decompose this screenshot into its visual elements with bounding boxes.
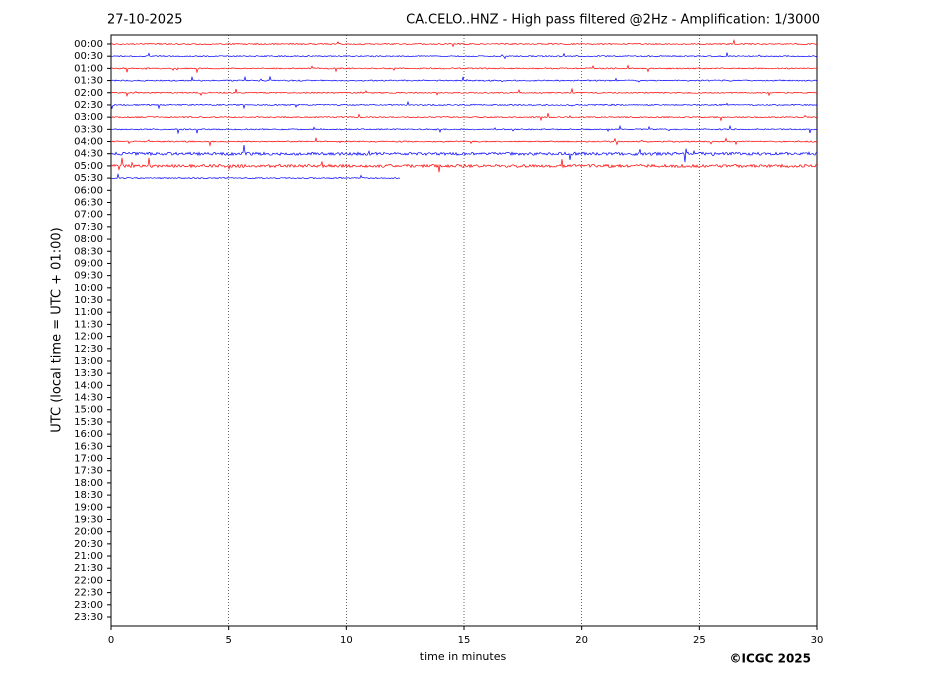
trace bbox=[110, 136, 818, 147]
y-tick-label: 12:00 bbox=[74, 332, 103, 343]
y-tick-label: 22:00 bbox=[74, 575, 103, 586]
y-tick-label: 07:30 bbox=[74, 222, 103, 233]
y-tick-label: 18:00 bbox=[74, 478, 103, 489]
y-tick-label: 21:00 bbox=[74, 551, 103, 562]
y-tick-label: 21:30 bbox=[74, 563, 103, 574]
y-tick-label: 00:00 bbox=[74, 39, 103, 50]
y-tick-label: 05:00 bbox=[74, 161, 103, 172]
x-tick-label: 10 bbox=[340, 635, 353, 646]
y-tick-label: 19:00 bbox=[74, 502, 103, 513]
y-tick-label: 10:30 bbox=[74, 295, 103, 306]
y-tick-label: 11:30 bbox=[74, 319, 103, 330]
trace bbox=[110, 75, 818, 83]
trace bbox=[110, 172, 401, 180]
y-tick-label: 16:30 bbox=[74, 441, 103, 452]
y-axis-label: UTC (local time = UTC + 01:00) bbox=[50, 227, 65, 432]
y-tick-label: 01:30 bbox=[74, 76, 103, 87]
y-tick-label: 02:00 bbox=[74, 88, 103, 99]
y-tick-label: 08:30 bbox=[74, 246, 103, 257]
plot-frame bbox=[110, 34, 818, 627]
y-tick-label: 08:00 bbox=[74, 234, 103, 245]
y-tick-label: 05:30 bbox=[74, 173, 103, 184]
y-tick-label: 22:30 bbox=[74, 588, 103, 599]
date: 27-10-2025 bbox=[107, 13, 183, 28]
trace bbox=[110, 157, 818, 173]
y-tick-label: 13:30 bbox=[74, 368, 103, 379]
chart-title: CA.CELO..HNZ - High pass filtered @2Hz -… bbox=[406, 13, 820, 28]
y-tick-label: 00:30 bbox=[74, 51, 103, 62]
y-tick-label: 03:30 bbox=[74, 124, 103, 135]
y-tick-label: 13:00 bbox=[74, 356, 103, 367]
y-tick-label: 09:30 bbox=[74, 271, 103, 282]
x-tick-label: 0 bbox=[108, 635, 114, 646]
trace bbox=[110, 38, 818, 48]
y-tick-label: 14:30 bbox=[74, 393, 103, 404]
credit: ©ICGC 2025 bbox=[729, 652, 811, 666]
y-tick-label: 10:00 bbox=[74, 283, 103, 294]
y-tick-label: 03:00 bbox=[74, 112, 103, 123]
y-tick-label: 20:00 bbox=[74, 527, 103, 538]
y-tick-label: 23:00 bbox=[74, 600, 103, 611]
x-tick-label: 30 bbox=[811, 635, 824, 646]
trace bbox=[110, 64, 818, 74]
y-tick-label: 06:30 bbox=[74, 197, 103, 208]
y-tick-label: 16:00 bbox=[74, 429, 103, 440]
x-tick-label: 20 bbox=[575, 635, 588, 646]
x-tick-label: 25 bbox=[693, 635, 706, 646]
y-tick-label: 12:30 bbox=[74, 344, 103, 355]
trace bbox=[110, 124, 818, 135]
y-tick-label: 17:30 bbox=[74, 466, 103, 477]
y-tick-label: 20:30 bbox=[74, 539, 103, 550]
y-tick-label: 15:30 bbox=[74, 417, 103, 428]
y-tick-label: 04:30 bbox=[74, 149, 103, 160]
trace bbox=[110, 52, 818, 60]
y-tick-label: 23:30 bbox=[74, 612, 103, 623]
x-axis-label: time in minutes bbox=[420, 650, 507, 663]
y-tick-label: 07:00 bbox=[74, 210, 103, 221]
trace bbox=[110, 113, 818, 122]
y-tick-label: 04:00 bbox=[74, 137, 103, 148]
y-tick-label: 18:30 bbox=[74, 490, 103, 501]
trace bbox=[110, 100, 818, 110]
y-tick-label: 15:00 bbox=[74, 405, 103, 416]
y-tick-label: 09:00 bbox=[74, 258, 103, 269]
y-tick-label: 02:30 bbox=[74, 100, 103, 111]
trace bbox=[110, 87, 818, 98]
x-tick-label: 5 bbox=[225, 635, 231, 646]
trace bbox=[110, 144, 818, 163]
y-tick-label: 14:00 bbox=[74, 380, 103, 391]
y-tick-label: 06:00 bbox=[74, 185, 103, 196]
y-tick-label: 17:00 bbox=[74, 454, 103, 465]
x-tick-label: 15 bbox=[458, 635, 471, 646]
y-tick-label: 19:30 bbox=[74, 514, 103, 525]
y-tick-label: 01:00 bbox=[74, 63, 103, 74]
y-tick-label: 11:00 bbox=[74, 307, 103, 318]
